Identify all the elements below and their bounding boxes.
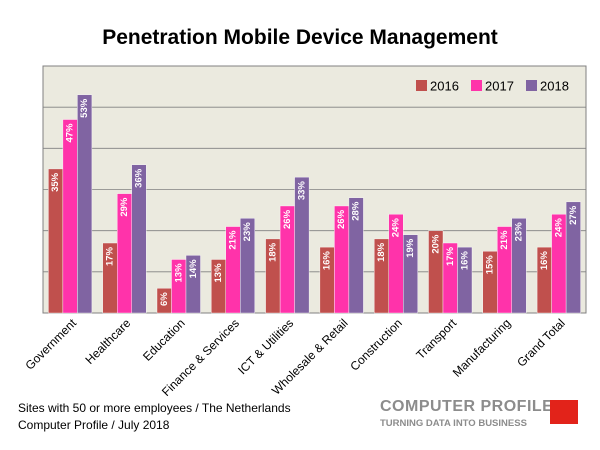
logo-square-icon — [550, 400, 578, 424]
footnote-source: Computer Profile / July 2018 — [18, 418, 170, 432]
data-label: 16% — [539, 251, 550, 271]
data-label: 35% — [50, 172, 61, 192]
category-label: Construction — [347, 316, 405, 374]
category-label: Transport — [413, 316, 459, 362]
legend-label-2017: 2017 — [485, 79, 514, 94]
data-label: 20% — [430, 234, 441, 254]
data-label: 6% — [159, 292, 170, 306]
legend-label-2016: 2016 — [430, 79, 459, 94]
data-label: 14% — [188, 259, 199, 279]
data-label: 33% — [296, 181, 307, 201]
data-label: 18% — [376, 242, 387, 262]
legend-swatch-2017 — [471, 80, 482, 91]
data-label: 16% — [459, 251, 470, 271]
data-label: 26% — [282, 209, 293, 229]
category-label: Manufacturing — [450, 316, 514, 380]
category-label: Healthcare — [82, 316, 133, 367]
bar-2018 — [131, 164, 147, 314]
data-label: 24% — [390, 218, 401, 238]
data-label: 17% — [445, 246, 456, 266]
bar-2018 — [511, 218, 527, 314]
bar-2018 — [565, 201, 581, 314]
data-label: 19% — [405, 238, 416, 258]
data-label: 36% — [133, 168, 144, 188]
bar-2017 — [62, 119, 78, 314]
data-label: 27% — [568, 205, 579, 225]
category-label: Grand Total — [514, 316, 568, 370]
chart-title: Penetration Mobile Device Management — [102, 26, 498, 49]
logo-tagline: TURNING DATA INTO BUSINESS — [380, 418, 527, 429]
data-label: 23% — [514, 222, 525, 242]
category-label: ICT & Utilities — [235, 316, 296, 377]
data-label: 47% — [65, 123, 76, 143]
logo-name: COMPUTER PROFILE — [380, 398, 554, 415]
category-label: Education — [140, 316, 188, 364]
bar-2018 — [403, 234, 418, 314]
data-label: 53% — [79, 98, 90, 118]
footnote-sites: Sites with 50 or more employees / The Ne… — [18, 401, 291, 415]
data-label: 28% — [351, 201, 362, 221]
legend-swatch-2016 — [416, 80, 427, 91]
data-label: 13% — [213, 263, 224, 283]
bar-2018 — [348, 197, 364, 314]
bar-2018 — [457, 246, 473, 314]
data-label: 29% — [119, 197, 130, 217]
data-label: 16% — [322, 251, 333, 271]
data-label: 17% — [104, 246, 115, 266]
data-label: 21% — [499, 230, 510, 250]
bar-2018 — [294, 176, 310, 314]
data-label: 24% — [553, 218, 564, 238]
data-label: 13% — [173, 263, 184, 283]
data-label: 23% — [242, 222, 253, 242]
bar-2018 — [240, 218, 256, 314]
category-label: Government — [23, 316, 80, 373]
legend-label-2018: 2018 — [540, 79, 569, 94]
computer-profile-logo: COMPUTER PROFILE TURNING DATA INTO BUSIN… — [380, 398, 582, 432]
bar-2018 — [185, 255, 201, 314]
data-label: 15% — [485, 255, 496, 275]
legend-swatch-2018 — [526, 80, 537, 91]
bar-2018 — [77, 94, 93, 314]
data-label: 26% — [336, 209, 347, 229]
data-label: 21% — [228, 230, 239, 250]
data-label: 18% — [267, 242, 278, 262]
